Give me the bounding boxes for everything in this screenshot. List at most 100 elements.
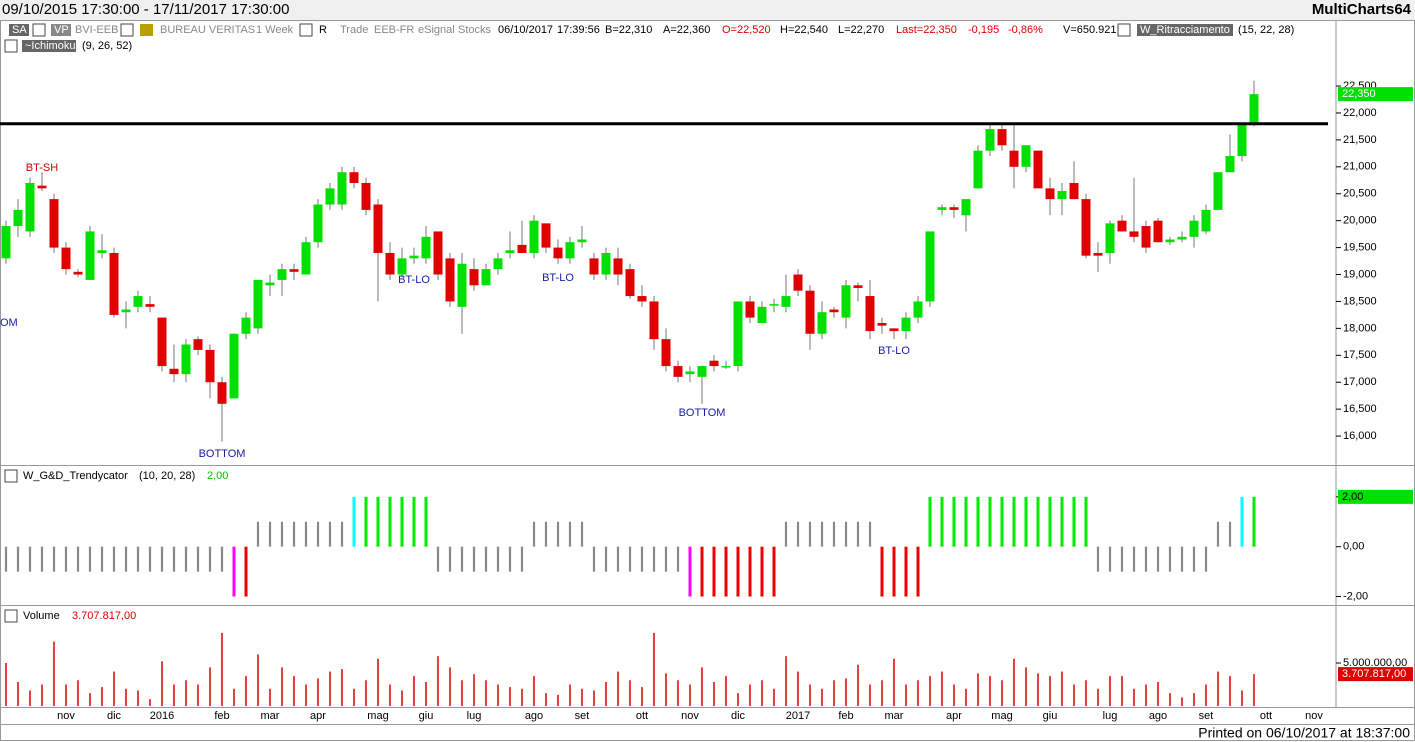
candle-body bbox=[1225, 156, 1235, 173]
dropdown[interactable] bbox=[299, 23, 313, 37]
toolbar-item: O=22,520 bbox=[722, 24, 771, 36]
candle-body bbox=[1153, 220, 1163, 243]
candle-body bbox=[433, 231, 443, 275]
candle-body bbox=[577, 239, 587, 243]
candle-body bbox=[505, 250, 515, 253]
candle-body bbox=[697, 366, 707, 377]
candle-body bbox=[325, 188, 335, 205]
dropdown[interactable] bbox=[120, 23, 134, 37]
candle-body bbox=[721, 366, 731, 368]
candle-body bbox=[1045, 188, 1055, 200]
toolbar-item: -0,86% bbox=[1008, 24, 1043, 36]
candle-body bbox=[409, 255, 419, 259]
volume-value: 3.707.817,00 bbox=[72, 610, 136, 622]
x-tick-label: ott bbox=[1260, 710, 1272, 722]
annotation: BT-LO bbox=[542, 272, 574, 284]
x-tick-label: dic bbox=[731, 710, 746, 722]
candle-body bbox=[1021, 145, 1031, 167]
dropdown[interactable] bbox=[32, 23, 46, 37]
candle-body bbox=[13, 209, 23, 227]
y-tick-label: 18,500 bbox=[1343, 295, 1377, 307]
last-value-badge bbox=[1338, 87, 1413, 102]
candle-body bbox=[529, 220, 539, 253]
x-tick-label: mag bbox=[367, 710, 388, 722]
y-tick-label: 21,000 bbox=[1343, 161, 1377, 173]
x-tick-label: mag bbox=[991, 710, 1012, 722]
x-tick-label: feb bbox=[838, 710, 853, 722]
candle-body bbox=[961, 199, 971, 216]
candle-body bbox=[589, 258, 599, 275]
candle-body bbox=[1249, 94, 1259, 124]
candle-body bbox=[517, 244, 527, 253]
y-tick-label: 20,500 bbox=[1343, 188, 1377, 200]
candle-body bbox=[1057, 191, 1067, 200]
candle-body bbox=[385, 252, 395, 275]
x-tick-label: lug bbox=[467, 710, 482, 722]
candle-body bbox=[361, 182, 371, 210]
candle-body bbox=[565, 242, 575, 259]
candle-body bbox=[901, 317, 911, 332]
annotation: BT-LO bbox=[398, 274, 430, 286]
candle-body bbox=[457, 263, 467, 307]
candle-body bbox=[1165, 239, 1175, 243]
toolbar-item: 17:39:56 bbox=[557, 24, 600, 36]
toolbar-item: 06/10/2017 bbox=[498, 24, 553, 36]
symbol-box[interactable] bbox=[9, 24, 29, 36]
candle-body bbox=[109, 252, 119, 315]
candle-body bbox=[925, 231, 935, 302]
candle-body bbox=[25, 182, 35, 232]
candle-body bbox=[313, 204, 323, 243]
candle-body bbox=[673, 366, 683, 377]
close-box[interactable] bbox=[4, 609, 18, 623]
title-bar bbox=[0, 0, 1415, 20]
x-tick-label: 2016 bbox=[150, 710, 174, 722]
candle-body bbox=[733, 301, 743, 367]
candle-body bbox=[157, 317, 167, 367]
indicator-title: W_G&D_Trendycator bbox=[23, 470, 128, 482]
indicator-value: 2,00 bbox=[207, 470, 228, 482]
last-value-badge bbox=[1338, 667, 1413, 682]
candle-body bbox=[949, 207, 959, 210]
last-value-label: 22,350 bbox=[1342, 88, 1376, 100]
candle-body bbox=[613, 258, 623, 275]
candle-body bbox=[793, 274, 803, 291]
study-box[interactable] bbox=[22, 40, 76, 52]
y-tick-label: 17,000 bbox=[1343, 376, 1377, 388]
toolbar-item: Last=22,350 bbox=[896, 24, 957, 36]
candle-body bbox=[241, 317, 251, 334]
candle-body bbox=[817, 312, 827, 334]
last-value-label: 3.707.817,00 bbox=[1342, 668, 1406, 680]
candle-body bbox=[769, 304, 779, 306]
candle-body bbox=[1213, 172, 1223, 210]
x-tick-label: nov bbox=[57, 710, 75, 722]
y-tick-label: 5.000.000,00 bbox=[1343, 657, 1407, 669]
toolbar-item: H=22,540 bbox=[780, 24, 828, 36]
toolbar-item: -0,195 bbox=[968, 24, 999, 36]
toolbar-item: Trade bbox=[340, 24, 368, 36]
candle-body bbox=[841, 285, 851, 318]
volume-title: Volume bbox=[23, 610, 60, 622]
candle-body bbox=[877, 322, 887, 326]
x-tick-label: nov bbox=[1305, 710, 1323, 722]
app-name: MultiCharts64 bbox=[1312, 1, 1412, 18]
close-box[interactable] bbox=[1117, 23, 1131, 37]
close-box[interactable] bbox=[4, 39, 18, 53]
candle-body bbox=[1141, 226, 1151, 248]
candle-body bbox=[49, 199, 59, 248]
toolbar-item: R bbox=[319, 24, 327, 36]
x-tick-label: apr bbox=[946, 710, 962, 722]
study-box[interactable] bbox=[1137, 24, 1233, 36]
candle-body bbox=[973, 150, 983, 189]
toolbar-item: eSignal bbox=[418, 24, 455, 36]
vp-box[interactable] bbox=[51, 24, 71, 36]
x-tick-label: ott bbox=[636, 710, 648, 722]
toolbar-item: (15, 22, 28) bbox=[1238, 24, 1294, 36]
toolbar-item: L=22,270 bbox=[838, 24, 884, 36]
candle-body bbox=[781, 296, 791, 307]
toolbar-item: V=650.921 bbox=[1063, 24, 1117, 36]
candle-body bbox=[253, 279, 263, 329]
candle-body bbox=[853, 285, 863, 288]
toolbar-item: A=22,360 bbox=[663, 24, 710, 36]
close-box[interactable] bbox=[4, 469, 18, 483]
study-params: (9, 26, 52) bbox=[82, 40, 132, 52]
